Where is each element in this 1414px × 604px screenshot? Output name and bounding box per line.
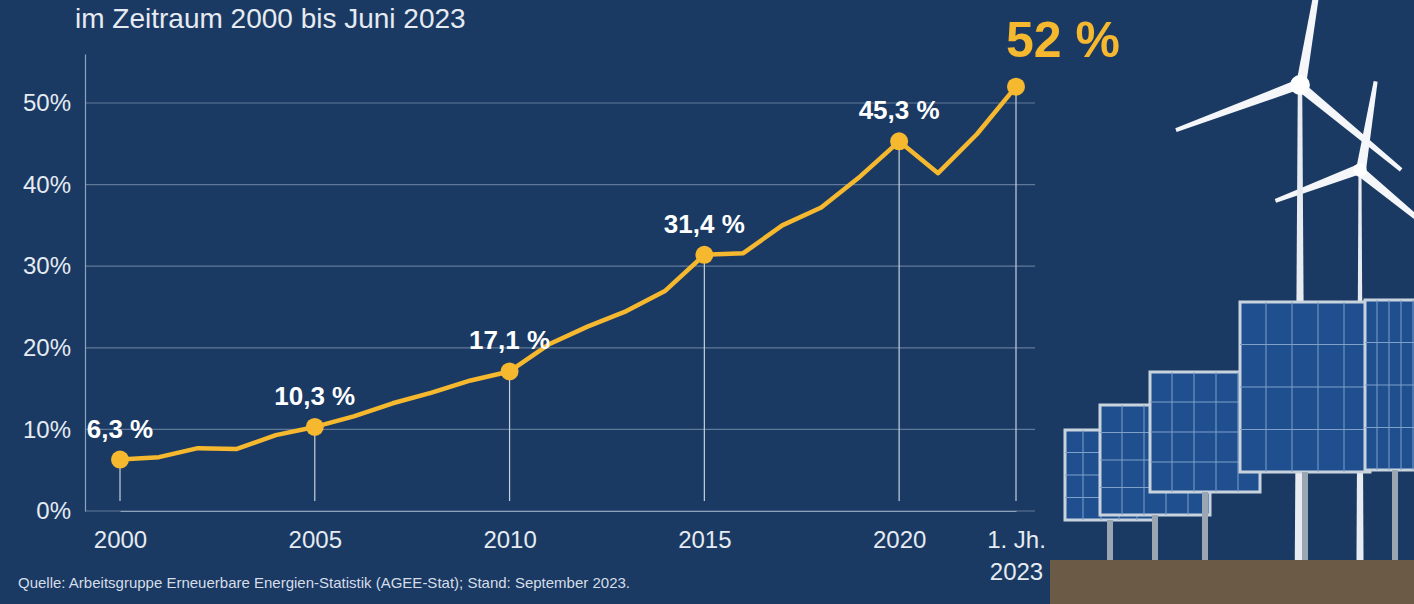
x-tick: 2020 bbox=[873, 511, 926, 553]
solar-cell-line bbox=[1365, 427, 1414, 428]
x-tick-label: 2010 bbox=[483, 526, 536, 553]
turbine-hub bbox=[1290, 75, 1310, 95]
x-tick: 2010 bbox=[483, 511, 536, 553]
source: Quelle: Arbeitsgruppe Erneuerbare Energi… bbox=[18, 574, 630, 591]
x-tick: 1. Jh.2023 bbox=[987, 511, 1046, 585]
turbine-blade bbox=[1296, 0, 1329, 86]
data-label: 31,4 % bbox=[664, 209, 745, 239]
point-marker bbox=[695, 246, 713, 264]
grid-line bbox=[85, 429, 1035, 430]
drop-line bbox=[899, 141, 900, 501]
solar-panel-grid bbox=[1240, 302, 1370, 472]
point-marker bbox=[111, 451, 129, 469]
x-tick: 2005 bbox=[289, 511, 342, 553]
x-axis-line bbox=[121, 511, 1017, 512]
y-tick-label: 10% bbox=[23, 416, 71, 443]
y-tick: 20% bbox=[23, 334, 85, 361]
y-tick: 50% bbox=[23, 89, 85, 116]
data-label: 52 % bbox=[1006, 12, 1120, 68]
drop-line bbox=[1015, 87, 1016, 501]
y-tick: 40% bbox=[23, 171, 85, 198]
solar-cell-line bbox=[1365, 342, 1414, 343]
solar-cell-line bbox=[1240, 344, 1370, 345]
drop-line bbox=[704, 255, 705, 501]
turbine-blade bbox=[1174, 79, 1301, 134]
y-tick: 10% bbox=[23, 416, 85, 443]
solar-cell-line bbox=[1365, 385, 1414, 386]
turbine-hub bbox=[1353, 163, 1367, 177]
y-tick-label: 30% bbox=[23, 252, 71, 279]
y-tick-label: 50% bbox=[23, 89, 71, 116]
turbine-blade bbox=[1356, 81, 1381, 171]
grid-line bbox=[85, 347, 1035, 348]
drop-line bbox=[509, 371, 510, 501]
drop-line bbox=[314, 427, 315, 501]
point-marker bbox=[501, 362, 519, 380]
x-tick: 2000 bbox=[94, 511, 147, 553]
data-labels: 6,3 % 10,3 % 17,1 % 31,4 % 45,3 % 52 % bbox=[87, 12, 1120, 444]
grid-line bbox=[85, 266, 1035, 267]
data-label: 6,3 % bbox=[87, 414, 154, 444]
data-label: 17,1 % bbox=[469, 325, 550, 355]
drop-lines bbox=[120, 87, 1016, 501]
chart: im Zeitraum 2000 bis Juni 2023 Quelle: Ar… bbox=[0, 0, 1414, 604]
turbine-blade bbox=[1296, 82, 1404, 175]
x-tick-label: 2020 bbox=[873, 526, 926, 553]
solar-panel bbox=[1365, 300, 1414, 470]
x-tick-label: 2005 bbox=[289, 526, 342, 553]
turbine-blade bbox=[1356, 167, 1414, 233]
solar-cell-line bbox=[1240, 387, 1370, 388]
grid-line bbox=[85, 184, 1035, 185]
x-axis: 2000 2005 2010 2015 2020 1. Jh.2023 bbox=[94, 511, 1046, 585]
solar-panel bbox=[1240, 302, 1370, 472]
y-tick: 0% bbox=[36, 497, 85, 524]
marks bbox=[111, 78, 1025, 469]
x-tick-label: 2015 bbox=[678, 526, 731, 553]
x-tick-label: 2000 bbox=[94, 526, 147, 553]
y-tick: 30% bbox=[23, 252, 85, 279]
line-series bbox=[120, 87, 1016, 460]
point-marker bbox=[306, 418, 324, 436]
decoration bbox=[1050, 0, 1414, 604]
y-axis: 0% 10% 20% 30% 40% 50% bbox=[23, 55, 86, 525]
y-tick-label: 20% bbox=[23, 334, 71, 361]
data-label: 45,3 % bbox=[859, 95, 940, 125]
x-tick: 2015 bbox=[678, 511, 731, 553]
point-marker bbox=[1007, 78, 1025, 96]
turbine-blade bbox=[1273, 164, 1361, 204]
point-marker bbox=[890, 132, 908, 150]
data-label: 10,3 % bbox=[274, 381, 355, 411]
y-tick-label: 40% bbox=[23, 171, 71, 198]
ground bbox=[1050, 560, 1414, 604]
solar-panel-grid bbox=[1365, 300, 1414, 470]
solar-cell-line bbox=[1240, 429, 1370, 430]
y-tick-label: 0% bbox=[36, 497, 71, 524]
x-tick-label: 1. Jh.2023 bbox=[987, 526, 1046, 585]
subtitle: im Zeitraum 2000 bis Juni 2023 bbox=[75, 3, 466, 34]
grid-line bbox=[85, 510, 1035, 511]
